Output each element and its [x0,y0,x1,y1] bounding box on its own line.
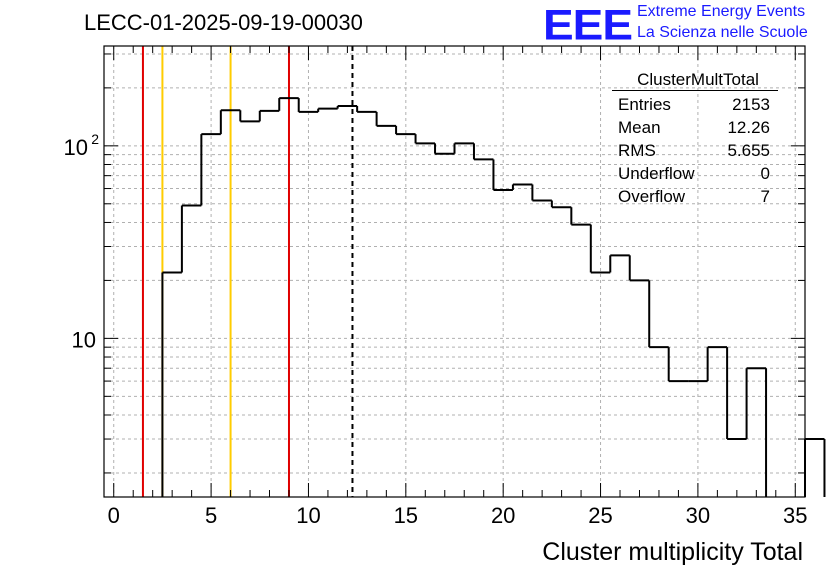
stats-title: ClusterMultTotal [637,70,759,89]
stats-value: 7 [760,187,770,206]
eee-logo-line2: La Scienza nelle Scuole [637,24,808,41]
x-axis-label: Cluster multiplicity Total [542,538,803,566]
y-tick-label: 10 [64,135,88,160]
stats-label: RMS [618,141,656,160]
x-tick-label: 25 [588,503,612,528]
stats-label: Underflow [618,164,695,183]
stats-label: Overflow [618,187,686,206]
plot-frame [103,45,806,498]
stats-value: 5.655 [727,141,770,160]
chart-title: LECC-01-2025-09-19-00030 [84,10,363,35]
y-tick-label-exponent: 2 [91,131,99,147]
stats-row-underflow: Underflow 0 [612,162,778,185]
stats-row-rms: RMS 5.655 [612,139,778,162]
stats-value: 0 [760,164,770,183]
x-tick-label: 5 [205,503,217,528]
x-tick-label: 15 [394,503,418,528]
stats-box: ClusterMultTotal Entries 2153 Mean 12.26… [612,70,778,208]
x-tick-label: 30 [686,503,710,528]
stats-row-mean: Mean 12.26 [612,116,778,139]
x-tick-label: 10 [296,503,320,528]
x-tick-label: 0 [108,503,120,528]
stats-value: 2153 [732,95,770,114]
x-tick-label: 35 [783,503,807,528]
x-tick-label: 20 [491,503,515,528]
stats-label: Entries [618,95,671,114]
stats-row-overflow: Overflow 7 [612,185,778,208]
histogram-bars [161,97,826,497]
stats-divider [612,90,778,91]
eee-logo-mark: EEE [543,1,633,49]
stats-value: 12.26 [727,118,770,137]
stats-label: Mean [618,118,661,137]
eee-logo-line1: Extreme Energy Events [637,3,806,20]
stats-row-entries: Entries 2153 [612,93,778,116]
y-tick-label: 10 [72,327,96,352]
